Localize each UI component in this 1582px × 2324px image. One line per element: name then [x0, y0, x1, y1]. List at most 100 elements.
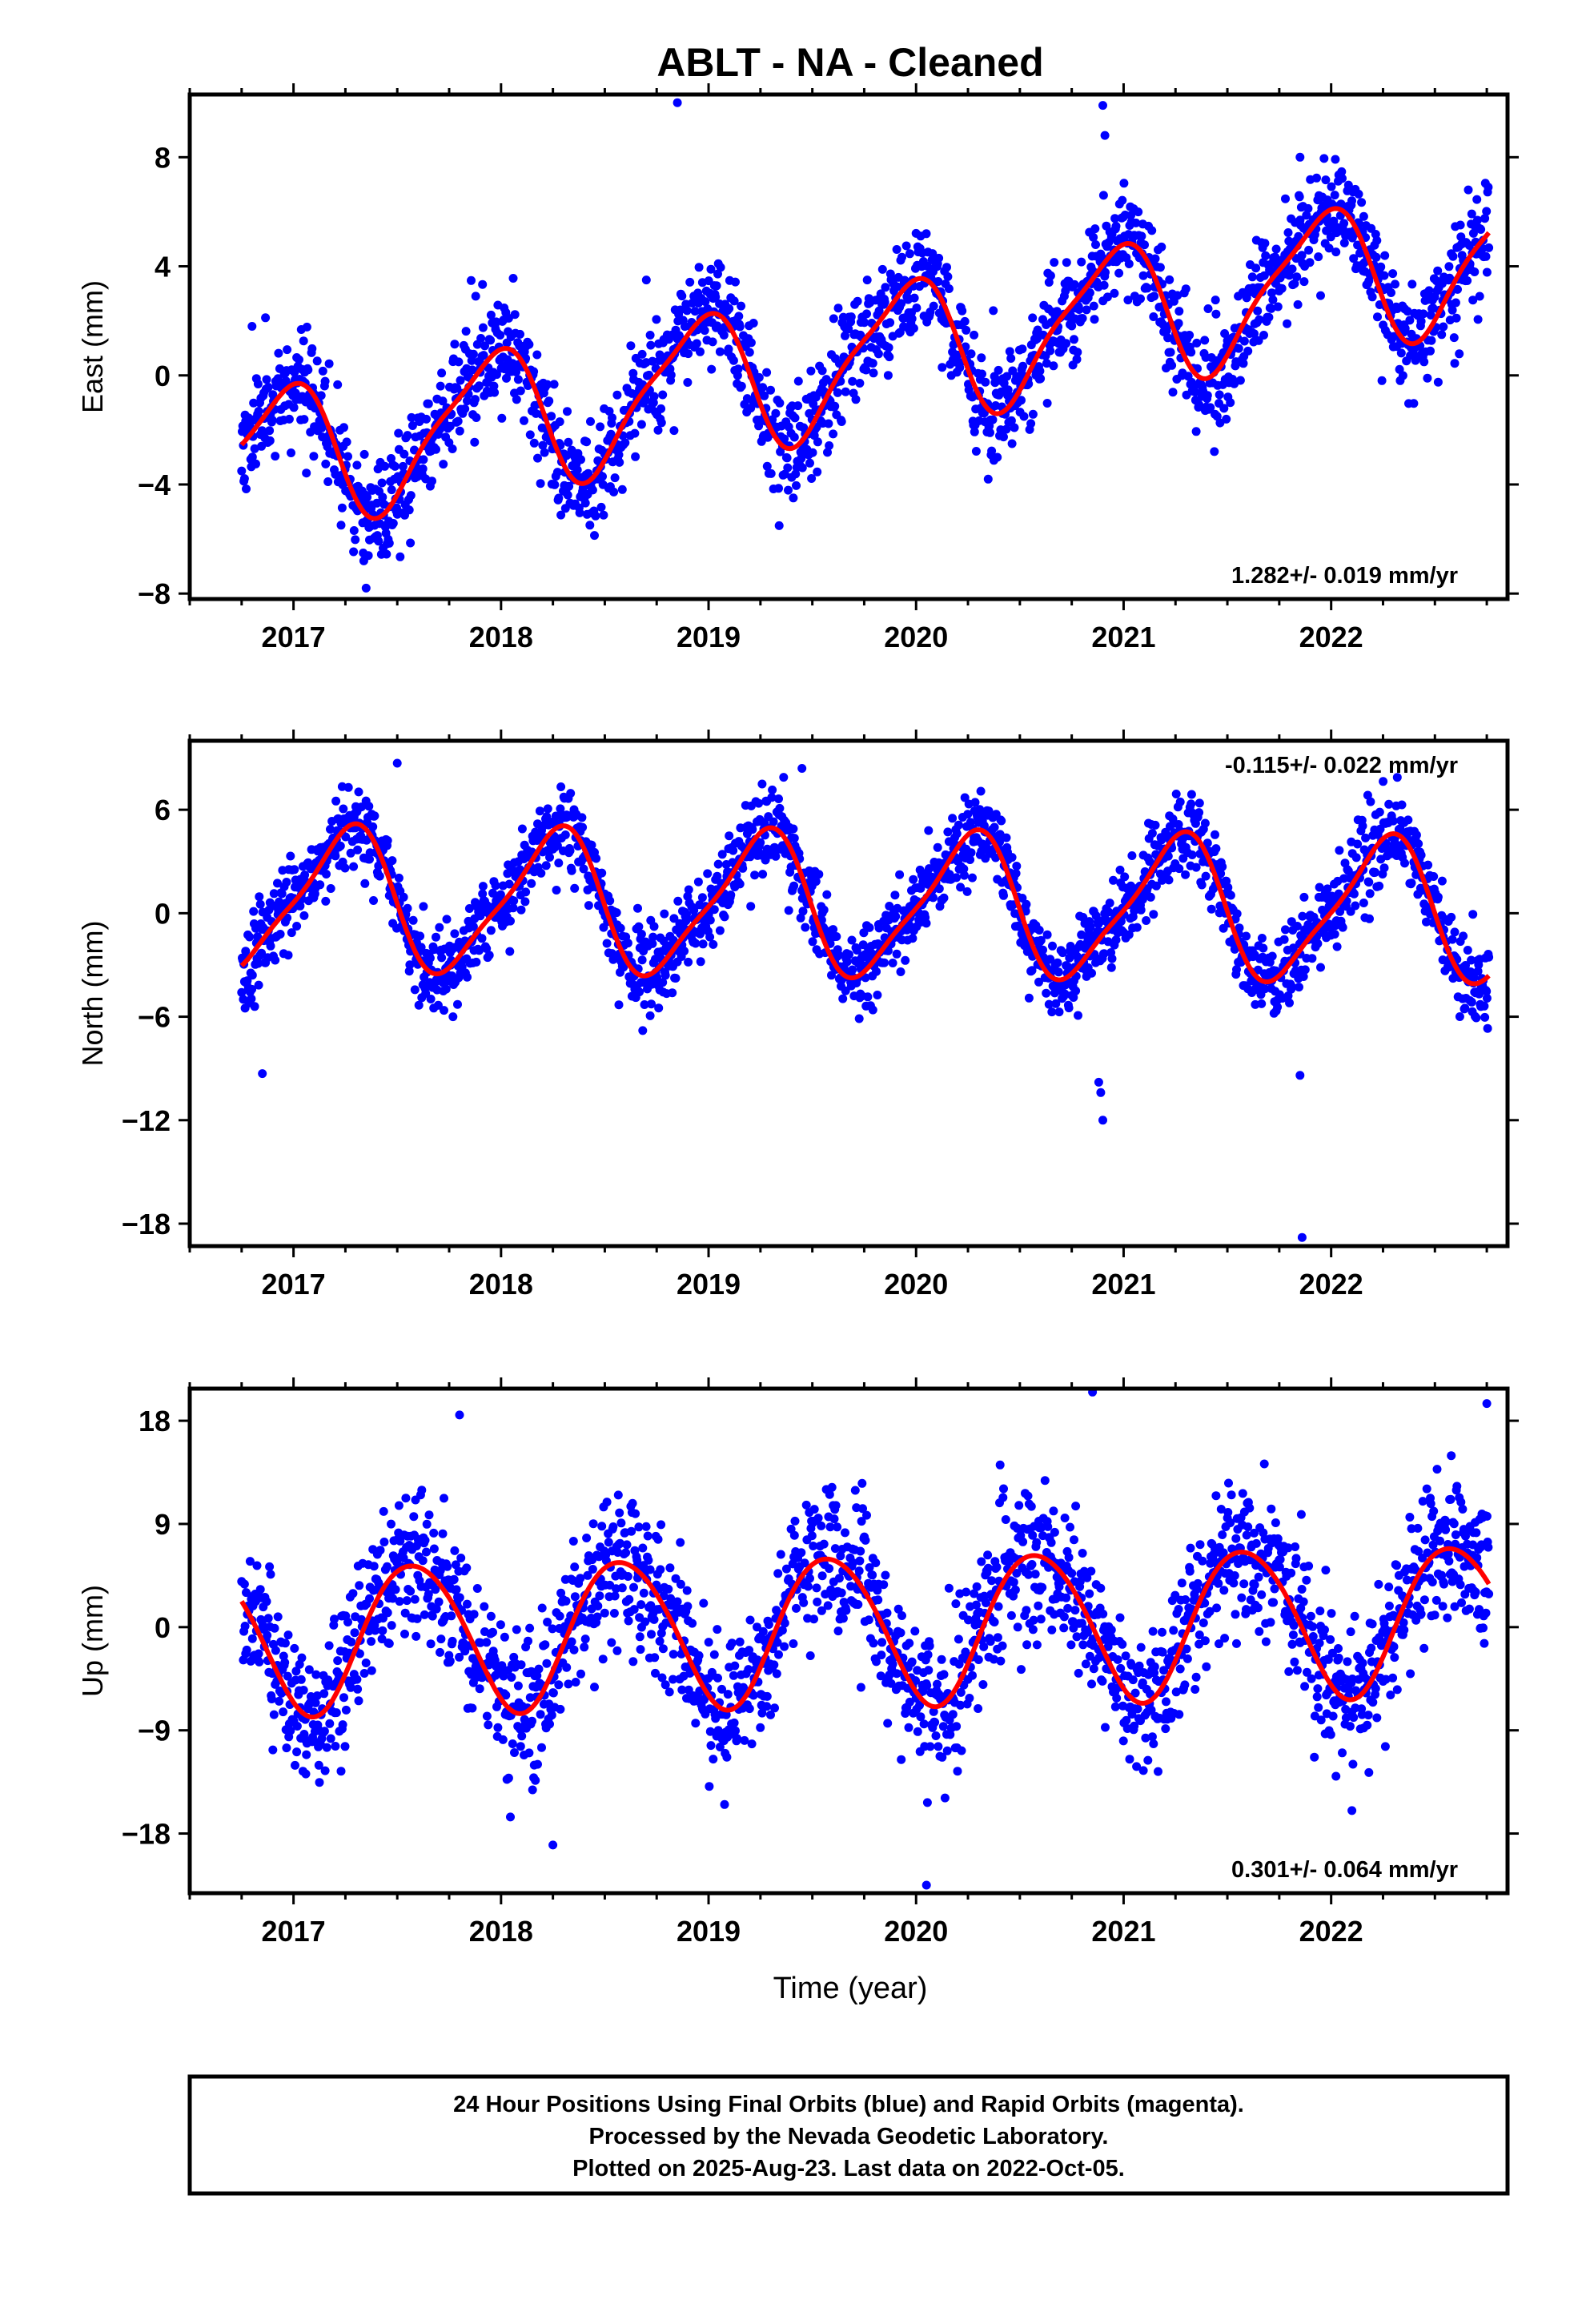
data-point [896, 967, 905, 976]
data-point [579, 864, 588, 874]
data-point [365, 854, 374, 864]
data-point [711, 292, 721, 302]
data-point [724, 344, 733, 354]
data-point [1028, 313, 1038, 323]
data-point [976, 786, 986, 796]
data-point [321, 459, 331, 468]
data-point [754, 798, 764, 808]
data-point [1277, 283, 1287, 293]
data-point [267, 1695, 276, 1703]
data-point [1243, 346, 1253, 356]
data-point [729, 846, 738, 855]
data-point [607, 1638, 616, 1647]
data-point [421, 989, 431, 998]
data-point [447, 1611, 456, 1621]
x-tick-label: 2022 [1299, 621, 1363, 653]
data-point [833, 388, 842, 397]
data-point [1295, 152, 1305, 162]
data-point [267, 416, 277, 424]
data-point [1463, 946, 1472, 955]
data-point [895, 870, 905, 879]
data-point [237, 466, 247, 476]
data-point [1012, 862, 1022, 870]
data-point [280, 1638, 290, 1648]
data-point [533, 453, 542, 463]
data-point [595, 1591, 604, 1601]
data-point [564, 481, 574, 491]
data-point [543, 804, 552, 814]
data-point [287, 448, 295, 457]
data-point [754, 372, 764, 382]
data-point [966, 848, 976, 858]
data-point [398, 461, 408, 471]
data-point [355, 1649, 364, 1659]
data-point [863, 992, 873, 1002]
data-point [1195, 400, 1204, 409]
data-point [1312, 173, 1321, 183]
data-point [921, 229, 931, 239]
data-point [527, 879, 536, 888]
data-point [1049, 361, 1058, 371]
data-point [576, 1574, 585, 1583]
data-point [418, 1556, 428, 1566]
data-point [676, 305, 685, 315]
data-point [424, 399, 433, 408]
data-point [1437, 330, 1447, 340]
data-point [504, 879, 514, 889]
data-point [524, 1748, 534, 1758]
data-point [855, 379, 865, 388]
data-point [1220, 329, 1230, 338]
data-point [582, 1534, 592, 1542]
data-point [698, 939, 708, 949]
data-point [669, 426, 679, 436]
data-point [1089, 232, 1098, 242]
data-point [1131, 218, 1141, 227]
data-point [241, 947, 251, 956]
data-point [604, 407, 614, 416]
data-point [1455, 1012, 1464, 1021]
data-point [960, 793, 970, 802]
data-point [399, 892, 408, 902]
data-point [717, 850, 727, 859]
data-point [630, 428, 640, 438]
data-point [419, 455, 428, 464]
data-point [1118, 195, 1127, 205]
data-point [401, 1494, 411, 1503]
data-point [1242, 931, 1251, 941]
data-point [970, 427, 979, 436]
data-point [428, 476, 436, 486]
data-point [1468, 910, 1478, 919]
data-point [1007, 439, 1017, 448]
data-point [939, 893, 949, 903]
data-point [326, 884, 335, 893]
data-point [1455, 349, 1464, 359]
data-point [455, 1652, 464, 1662]
data-point [1354, 189, 1363, 199]
data-point [541, 861, 551, 870]
data-point [528, 1716, 536, 1726]
data-point [644, 1555, 653, 1565]
data-point [1400, 324, 1410, 333]
data-point [291, 1760, 299, 1770]
data-point [247, 994, 256, 1003]
data-point [1002, 372, 1012, 381]
data-point [1371, 867, 1380, 877]
data-point [469, 1610, 479, 1619]
data-point [1268, 295, 1278, 304]
data-point [280, 1658, 290, 1667]
data-point [1331, 247, 1341, 257]
data-point [614, 1000, 624, 1010]
data-point [716, 263, 725, 272]
data-point [997, 816, 1006, 826]
data-point [1281, 925, 1290, 935]
data-point [713, 859, 723, 869]
data-point [1400, 858, 1409, 868]
data-point [516, 1742, 525, 1751]
data-point [1416, 850, 1426, 860]
data-point [1331, 155, 1340, 164]
data-point [1211, 309, 1221, 319]
east-plot-frame [187, 92, 1510, 601]
data-point [588, 1519, 598, 1529]
data-point [390, 461, 400, 471]
data-point [680, 947, 689, 956]
